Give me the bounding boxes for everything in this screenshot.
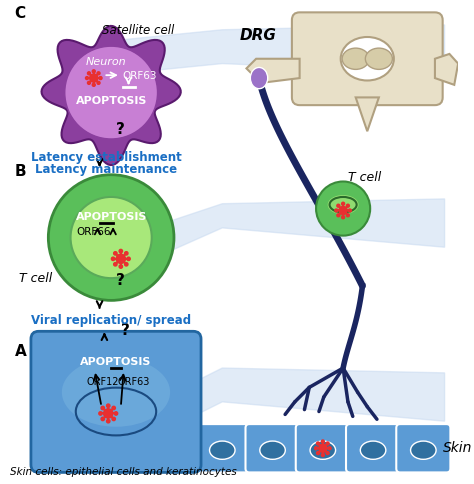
Circle shape xyxy=(97,82,100,85)
Circle shape xyxy=(315,447,318,450)
Text: ORF66: ORF66 xyxy=(76,226,111,236)
Circle shape xyxy=(107,420,110,423)
Text: Skin cells: epithelial cells and keratinocytes: Skin cells: epithelial cells and keratin… xyxy=(9,467,237,476)
Circle shape xyxy=(97,73,100,76)
Text: Viral replication/ spread: Viral replication/ spread xyxy=(31,313,191,326)
Polygon shape xyxy=(42,27,181,166)
Ellipse shape xyxy=(250,68,268,90)
Circle shape xyxy=(71,197,152,279)
Circle shape xyxy=(88,73,91,76)
FancyBboxPatch shape xyxy=(195,424,249,472)
Text: Latency establishment: Latency establishment xyxy=(31,151,182,164)
Ellipse shape xyxy=(328,196,358,215)
Circle shape xyxy=(317,452,319,454)
Circle shape xyxy=(342,203,345,206)
FancyBboxPatch shape xyxy=(396,424,450,472)
Polygon shape xyxy=(135,199,445,267)
Circle shape xyxy=(114,263,117,266)
Text: APOPTOSIS: APOPTOSIS xyxy=(80,357,152,366)
Polygon shape xyxy=(126,26,445,74)
Text: A: A xyxy=(15,344,26,359)
Circle shape xyxy=(85,77,89,80)
Ellipse shape xyxy=(342,49,369,70)
Circle shape xyxy=(99,412,102,415)
Circle shape xyxy=(337,205,340,208)
Circle shape xyxy=(348,210,351,212)
Circle shape xyxy=(321,454,324,456)
Circle shape xyxy=(335,210,338,212)
Text: DRG: DRG xyxy=(240,29,276,44)
Circle shape xyxy=(125,252,128,256)
Ellipse shape xyxy=(360,441,386,459)
Circle shape xyxy=(326,452,329,454)
Circle shape xyxy=(317,442,319,445)
Circle shape xyxy=(116,255,126,264)
Ellipse shape xyxy=(260,441,285,459)
Circle shape xyxy=(88,82,91,85)
Text: ?: ? xyxy=(116,272,125,287)
Text: ORF63: ORF63 xyxy=(118,377,150,387)
Circle shape xyxy=(337,214,340,217)
Polygon shape xyxy=(435,55,458,86)
Circle shape xyxy=(346,205,349,208)
Circle shape xyxy=(65,47,157,140)
Circle shape xyxy=(321,440,324,443)
Circle shape xyxy=(92,84,95,87)
Circle shape xyxy=(48,175,174,301)
FancyBboxPatch shape xyxy=(296,424,350,472)
Polygon shape xyxy=(246,60,300,84)
FancyBboxPatch shape xyxy=(31,332,201,472)
Circle shape xyxy=(101,417,104,421)
Text: ?: ? xyxy=(121,322,130,337)
Text: Skin: Skin xyxy=(443,440,472,454)
Text: B: B xyxy=(15,164,26,179)
Text: APOPTOSIS: APOPTOSIS xyxy=(75,212,147,222)
Ellipse shape xyxy=(210,441,235,459)
Circle shape xyxy=(111,257,115,261)
Circle shape xyxy=(339,207,347,215)
Polygon shape xyxy=(126,368,445,450)
Circle shape xyxy=(112,407,115,410)
FancyBboxPatch shape xyxy=(246,424,300,472)
Ellipse shape xyxy=(310,441,336,459)
Text: Latency maintenance: Latency maintenance xyxy=(35,163,177,176)
Circle shape xyxy=(104,409,113,418)
Circle shape xyxy=(119,250,122,253)
Circle shape xyxy=(99,77,102,80)
Text: ORF12: ORF12 xyxy=(87,377,119,387)
Ellipse shape xyxy=(341,38,394,81)
FancyBboxPatch shape xyxy=(346,424,400,472)
Circle shape xyxy=(112,417,115,421)
Ellipse shape xyxy=(62,358,170,427)
Circle shape xyxy=(90,75,98,83)
Text: ORF63: ORF63 xyxy=(123,71,157,81)
Circle shape xyxy=(92,71,95,74)
Circle shape xyxy=(342,216,345,219)
Text: C: C xyxy=(15,6,26,21)
Circle shape xyxy=(328,447,331,450)
Text: ?: ? xyxy=(116,122,125,137)
Circle shape xyxy=(101,407,104,410)
Circle shape xyxy=(316,182,370,236)
Text: Neuron: Neuron xyxy=(86,57,127,66)
Circle shape xyxy=(326,442,329,445)
Circle shape xyxy=(119,265,122,269)
Ellipse shape xyxy=(410,441,436,459)
Polygon shape xyxy=(356,98,379,132)
Circle shape xyxy=(127,257,130,261)
Circle shape xyxy=(125,263,128,266)
Text: Satellite cell: Satellite cell xyxy=(102,24,174,37)
Circle shape xyxy=(319,444,327,453)
FancyBboxPatch shape xyxy=(292,14,443,106)
Circle shape xyxy=(346,214,349,217)
Text: APOPTOSIS: APOPTOSIS xyxy=(75,96,147,106)
Ellipse shape xyxy=(365,49,392,70)
Text: T cell: T cell xyxy=(348,170,381,183)
Text: T cell: T cell xyxy=(19,272,53,285)
Circle shape xyxy=(114,412,118,415)
Circle shape xyxy=(107,404,110,408)
Circle shape xyxy=(114,252,117,256)
